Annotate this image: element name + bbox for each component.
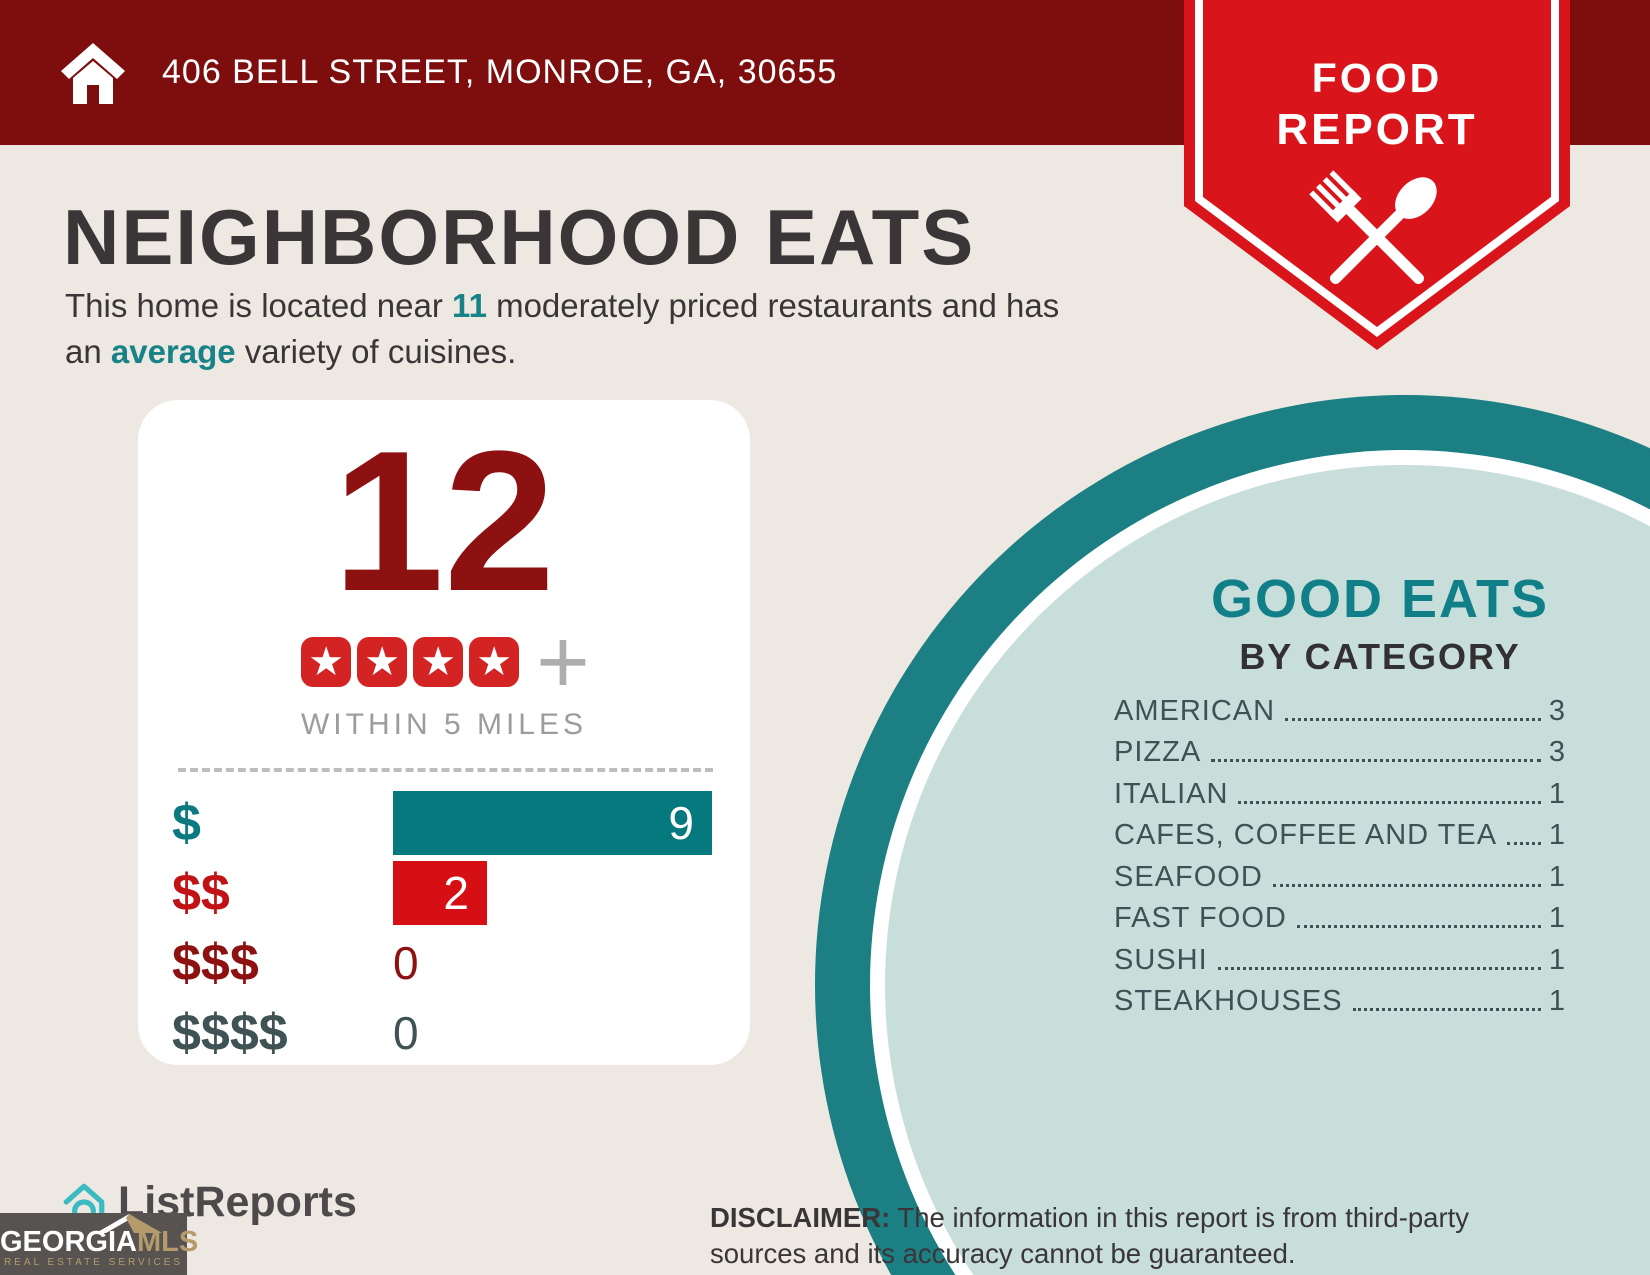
category-count: 1 (1548, 777, 1566, 810)
restaurant-count-inline: 11 (452, 287, 487, 324)
spoon-fork-icon (1309, 170, 1437, 285)
disclaimer-label: DISCLAIMER: (710, 1201, 891, 1233)
disclaimer-text: The information in this report is from t… (710, 1201, 1470, 1270)
price-tier-label: $$ (172, 864, 230, 922)
category-row: CAFES, COFFEE AND TEA 1 (1114, 811, 1566, 853)
ribbon-line1: FOOD (1312, 55, 1442, 101)
category-list: AMERICAN 3 PIZZA 3 ITALIAN 1 CAFES, COFF… (1114, 686, 1566, 1018)
restaurant-count: 12 (332, 410, 556, 633)
intro-part2: moderately priced restaurants and has an (65, 287, 1060, 370)
mls-wordmark: GEORGIAMLS (0, 1226, 198, 1258)
category-name: STEAKHOUSES (1114, 985, 1343, 1017)
intro-part1: This home is located near (65, 287, 453, 324)
mls-wordmark-georgia: GEORGIA (0, 1226, 137, 1258)
category-row: FAST FOOD 1 (1114, 894, 1566, 936)
dotted-leader (1211, 759, 1541, 762)
georgia-mls-logo: GEORGIAMLS REAL ESTATE SERVICES (0, 1213, 198, 1275)
price-bar: 0 (393, 1001, 419, 1065)
intro-sentence: This home is located near 11 moderately … (65, 283, 1075, 374)
star-rating: ★ ★ ★ ★ (298, 637, 522, 687)
dotted-leader (1238, 800, 1541, 804)
price-row: $$ 2 (138, 858, 750, 928)
dotted-leader (1507, 842, 1541, 845)
price-bar: 0 (393, 931, 419, 995)
rating-line: ★ ★ ★ ★ + (138, 611, 750, 713)
category-name: ITALIAN (1114, 777, 1229, 810)
category-name: AMERICAN (1114, 694, 1276, 727)
ribbon-line2: REPORT (1276, 105, 1477, 154)
disclaimer: DISCLAIMER: The information in this repo… (710, 1200, 1545, 1273)
category-count: 1 (1548, 819, 1566, 851)
mls-roof-icon (96, 1214, 162, 1233)
category-row: SEAFOOD 1 (1114, 852, 1566, 894)
dotted-leader (1352, 1008, 1541, 1011)
mls-tagline: REAL ESTATE SERVICES (3, 1257, 184, 1268)
category-row: ITALIAN 1 (1114, 769, 1566, 811)
good-eats-header: GOOD EATS BY CATEGORY (1080, 568, 1650, 678)
good-eats-title: GOOD EATS (1210, 569, 1550, 629)
radius-label: WITHIN 5 MILES (300, 708, 588, 741)
category-row: STEAKHOUSES 1 (1114, 977, 1566, 1019)
price-bar: 9 (393, 791, 712, 855)
food-report-ribbon: FOOD REPORT (1184, 0, 1570, 350)
category-count: 1 (1548, 902, 1566, 934)
price-row: $ 9 (138, 788, 750, 858)
stats-card: 12 ★ ★ ★ ★ + WITHIN 5 MILES $ 9 $$ 2 $$$ 0 … (138, 400, 750, 1065)
price-tier-label: $$$$ (172, 1004, 288, 1062)
page-title: NEIGHBORHOOD EATS (63, 193, 976, 281)
price-bar-value: 9 (668, 797, 694, 849)
price-bar-value: 0 (393, 937, 419, 989)
dotted-leader (1285, 717, 1541, 721)
star-icon: ★ (301, 637, 352, 687)
price-bar-value: 0 (393, 1007, 419, 1059)
star-icon: ★ (357, 637, 408, 687)
price-tier-label: $ (172, 794, 201, 852)
price-bar-chart: $ 9 $$ 2 $$$ 0 $$$$ 0 (138, 788, 750, 1068)
price-tier-label: $$$ (172, 934, 259, 992)
dotted-leader (1296, 925, 1541, 928)
category-row: AMERICAN 3 (1114, 686, 1566, 728)
price-bar-value: 2 (443, 867, 469, 919)
category-count: 3 (1548, 694, 1566, 727)
category-count: 1 (1548, 860, 1566, 893)
star-icon: ★ (469, 637, 520, 687)
category-name: FAST FOOD (1114, 902, 1287, 934)
good-eats-subtitle: BY CATEGORY (1239, 636, 1521, 677)
property-address: 406 BELL STREET, MONROE, GA, 30655 (162, 53, 838, 91)
category-row: PIZZA 3 (1114, 728, 1566, 770)
category-name: SUSHI (1114, 943, 1208, 976)
plus-sign: + (536, 611, 590, 713)
variety-word: average (110, 332, 236, 370)
intro-part3: variety of cuisines. (235, 332, 517, 370)
price-row: $$$ 0 (138, 928, 750, 998)
price-bar: 2 (393, 861, 487, 925)
category-name: SEAFOOD (1114, 860, 1263, 893)
category-count: 1 (1548, 943, 1566, 976)
star-icon: ★ (413, 637, 464, 687)
category-name: PIZZA (1114, 736, 1202, 768)
price-row: $$$$ 0 (138, 998, 750, 1068)
category-row: SUSHI 1 (1114, 935, 1566, 977)
category-count: 1 (1548, 985, 1566, 1017)
dotted-leader (1217, 966, 1541, 970)
category-count: 3 (1548, 736, 1566, 768)
home-icon (61, 42, 125, 104)
dotted-leader (1272, 883, 1541, 887)
category-name: CAFES, COFFEE AND TEA (1114, 819, 1498, 851)
dashed-divider (178, 768, 713, 772)
